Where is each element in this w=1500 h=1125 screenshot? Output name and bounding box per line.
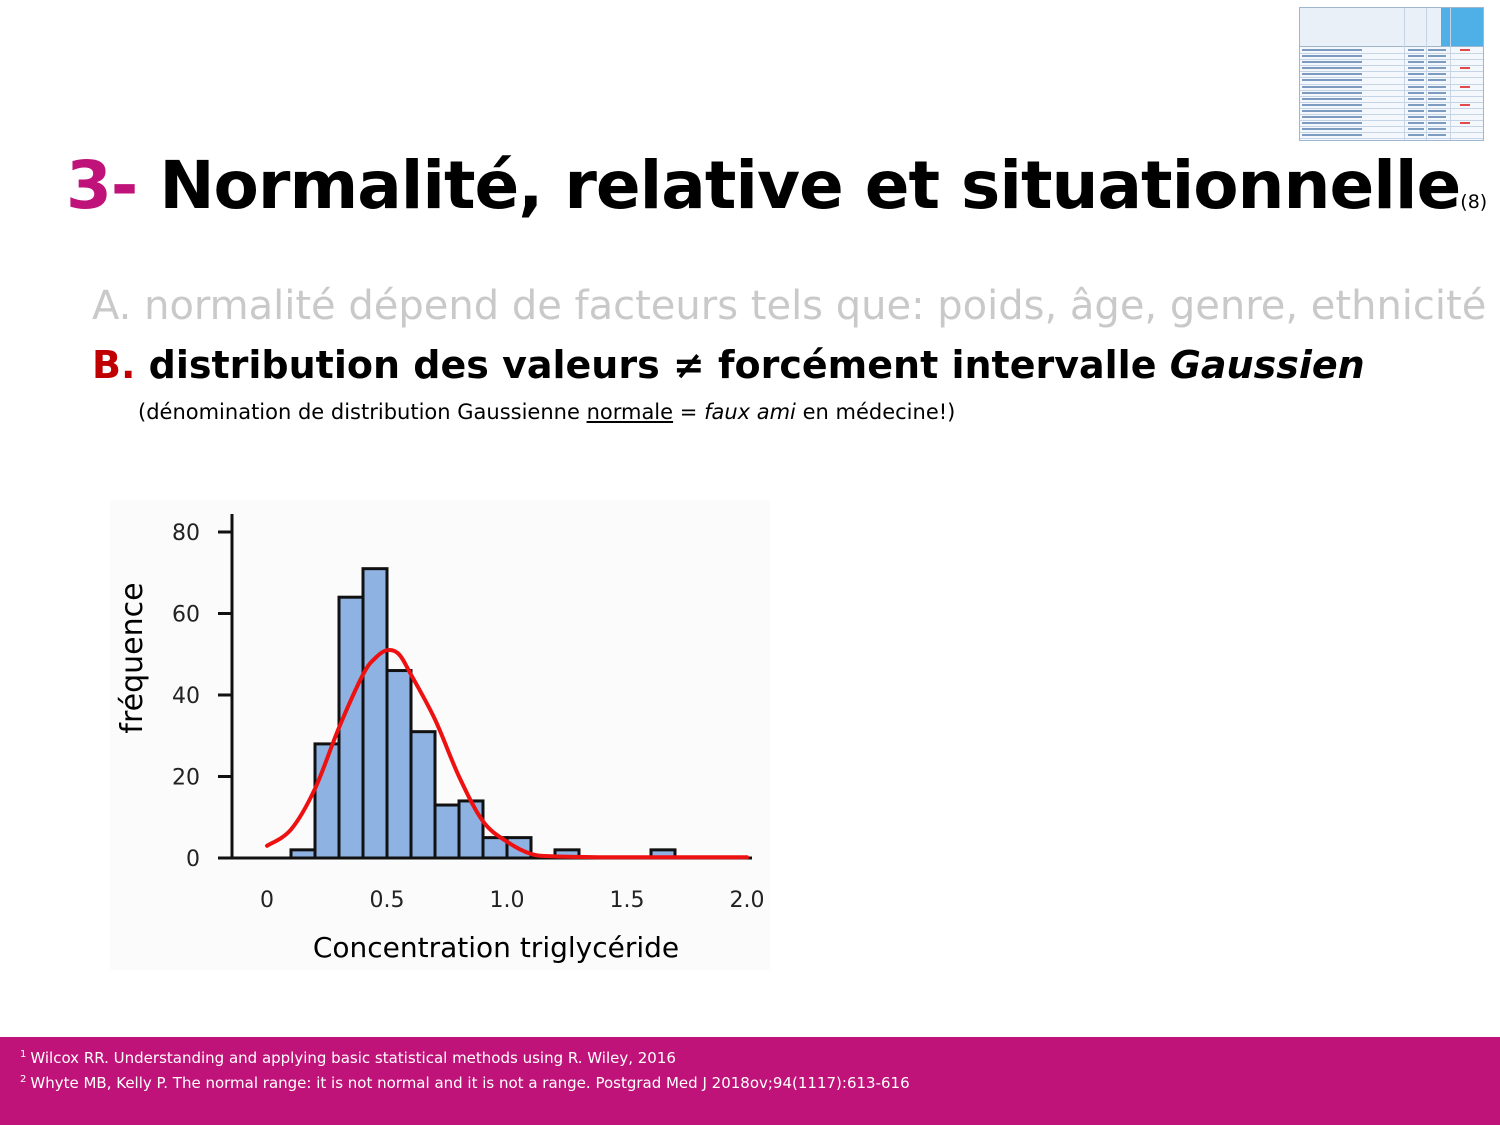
point-b: B. distribution des valeurs ≠ forcément … — [92, 340, 1365, 390]
fit-curve — [265, 647, 749, 860]
reference-2-text: Whyte MB, Kelly P. The normal range: it … — [30, 1074, 910, 1092]
histogram-bar-5 — [409, 730, 437, 860]
note-italic: faux ami — [704, 400, 796, 424]
thumbnail-row — [1300, 48, 1483, 55]
reference-1: 1 Wilcox RR. Understanding and applying b… — [20, 1049, 676, 1067]
histogram-bars — [289, 567, 677, 860]
note-open: (dénomination de distribution Gaussienne — [138, 400, 580, 424]
point-a: A. normalité dépend de facteurs tels que… — [92, 283, 1487, 329]
thumbnail-row — [1300, 91, 1483, 97]
point-b-note: (dénomination de distribution Gaussienne… — [138, 398, 955, 426]
y-tick-label-0: 0 — [186, 847, 200, 872]
point-b-italic: Gaussien — [1169, 343, 1365, 387]
slide-title: 3- Normalité, relative et situationnelle… — [66, 145, 1487, 243]
title-ref: (8) — [1460, 191, 1488, 213]
point-b-label: B. — [92, 343, 136, 387]
thumbnail-row — [1300, 109, 1483, 116]
histogram-bar-4 — [385, 669, 413, 860]
histogram-bar-6 — [433, 803, 461, 860]
thumbnail-row — [1300, 97, 1483, 103]
x-axis-label: Concentration triglycéride — [313, 931, 679, 964]
reference-2-number: 2 — [20, 1074, 27, 1085]
x-tick-label-4: 2.0 — [730, 888, 765, 913]
note-equals: = — [679, 400, 698, 424]
title-text: Normalité, relative et situationnelle — [159, 147, 1461, 224]
title-number: 3- — [66, 147, 138, 224]
thumbnail-date-column — [1441, 8, 1483, 46]
y-tick-label-4: 80 — [172, 521, 200, 546]
thumbnail-row — [1300, 139, 1483, 140]
thumbnail-row — [1300, 103, 1483, 109]
thumbnail-lab-report — [1299, 7, 1484, 141]
x-tick-label-3: 1.5 — [610, 888, 645, 913]
thumbnail-header — [1300, 8, 1483, 47]
histogram-bar-2 — [337, 595, 365, 860]
thumbnail-row — [1300, 60, 1483, 67]
note-underlined: normale — [586, 400, 674, 424]
thumbnail-row — [1300, 72, 1483, 79]
reference-2: 2 Whyte MB, Kelly P. The normal range: it… — [20, 1074, 910, 1092]
thumbnail-row — [1300, 54, 1483, 61]
y-tick-label-1: 20 — [172, 766, 200, 791]
histogram-bar-7 — [457, 799, 485, 860]
thumbnail-row — [1300, 85, 1483, 91]
y-tick-label-2: 40 — [172, 684, 200, 709]
y-tick-label-3: 60 — [172, 603, 200, 628]
thumbnail-row — [1300, 78, 1483, 85]
thumbnail-row — [1300, 127, 1483, 134]
point-b-text: distribution des valeurs ≠ forcément int… — [148, 343, 1157, 387]
thumbnail-row — [1300, 66, 1483, 73]
reference-1-text: Wilcox RR. Understanding and applying ba… — [30, 1049, 676, 1067]
x-tick-label-2: 1.0 — [490, 888, 525, 913]
thumbnail-row — [1300, 133, 1483, 140]
chart-axes: 0 20 40 60 80 0 0.5 1.0 1.5 2.0 — [172, 514, 765, 913]
x-tick-label-1: 0.5 — [370, 888, 405, 913]
note-close: en médecine!) — [802, 400, 956, 424]
y-axis-label: fréquence — [115, 582, 150, 733]
histogram-chart: 0 20 40 60 80 0 0.5 1.0 1.5 2.0 Concentration tri… — [110, 500, 770, 970]
thumbnail-row — [1300, 115, 1483, 122]
footer-references: 1 Wilcox RR. Understanding and applying b… — [0, 1037, 1500, 1125]
thumbnail-rows — [1300, 48, 1483, 140]
x-tick-label-0: 0 — [260, 888, 274, 913]
reference-1-number: 1 — [20, 1049, 27, 1060]
thumbnail-row — [1300, 121, 1483, 128]
histogram-bar-3 — [361, 567, 389, 860]
